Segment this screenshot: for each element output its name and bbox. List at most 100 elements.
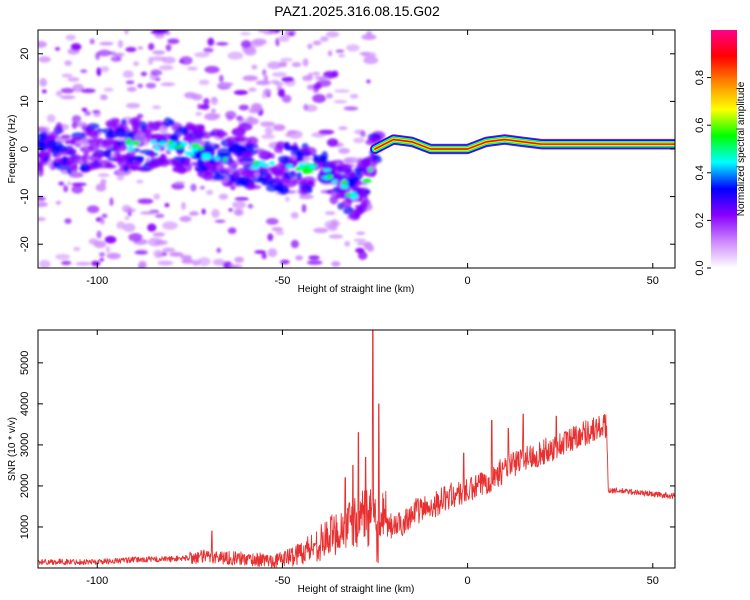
noise-blob: [73, 246, 81, 252]
band-blob: [258, 150, 272, 161]
noise-blob: [61, 260, 72, 266]
band-blob: [257, 177, 268, 183]
spectrogram-ridge: [370, 134, 675, 155]
noise-blob: [97, 49, 111, 57]
core-blob: [174, 145, 184, 149]
noise-blob: [280, 259, 290, 265]
band-blob: [357, 192, 369, 198]
noise-blob: [105, 246, 111, 254]
band-blob: [38, 126, 51, 133]
band-blob: [235, 181, 247, 186]
band-blob: [181, 162, 193, 173]
band-blob: [39, 142, 47, 152]
noise-blob: [344, 241, 351, 247]
core-blob: [305, 169, 313, 174]
noise-blob: [151, 56, 167, 62]
band-blob: [114, 149, 121, 156]
ridge-layer: [374, 138, 675, 150]
noise-blob: [238, 104, 250, 111]
noise-blob: [363, 56, 379, 65]
band-blob: [79, 145, 95, 153]
noise-blob: [227, 51, 244, 60]
noise-blob: [188, 211, 199, 216]
noise-blob: [181, 202, 186, 210]
noise-blob: [195, 111, 203, 116]
noise-blob: [138, 260, 147, 268]
noise-blob: [38, 41, 48, 48]
noise-blob: [295, 255, 303, 261]
noise-blob: [152, 50, 166, 55]
band-blob: [115, 127, 126, 138]
noise-blob: [278, 34, 290, 43]
noise-blob: [169, 251, 184, 257]
snr-x-tick-label: -100: [86, 575, 108, 587]
noise-blob: [197, 257, 211, 267]
noise-blob: [165, 44, 172, 52]
noise-blob: [157, 260, 174, 266]
core-blob: [201, 152, 211, 158]
noise-blob: [267, 248, 278, 258]
noise-blob: [220, 82, 234, 86]
noise-blob: [284, 196, 290, 202]
noise-blob: [109, 197, 114, 207]
noise-blob: [356, 242, 368, 246]
noise-blob: [263, 88, 272, 95]
noise-blob: [38, 56, 51, 63]
band-blob: [203, 131, 212, 139]
noise-blob: [212, 258, 226, 266]
noise-blob: [125, 80, 135, 85]
noise-blob: [203, 47, 214, 53]
core-blob: [166, 145, 175, 151]
band-blob: [116, 140, 128, 146]
band-blob: [87, 162, 97, 171]
noise-blob: [211, 208, 220, 218]
band-blob: [115, 154, 131, 160]
band-blob: [362, 158, 378, 168]
spectrogram-blobs: [38, 30, 386, 268]
band-blob: [231, 144, 247, 155]
snr-panel: -100 -50 0 50 1000 2000 3000 4000 5000 Height o…: [7, 329, 676, 595]
noise-blob: [67, 181, 72, 186]
noise-blob: [162, 221, 178, 230]
colorbar-label: Normalized spectral amplitude: [736, 81, 747, 216]
noise-blob: [248, 107, 260, 114]
noise-blob: [65, 34, 76, 41]
noise-blob: [240, 32, 251, 36]
spectrogram-x-tick-label: 50: [647, 275, 659, 287]
spectrogram-y-tick-label: -20: [19, 236, 31, 252]
noise-blob: [125, 102, 141, 109]
core-blob: [154, 145, 160, 152]
band-blob: [343, 206, 355, 215]
noise-blob: [326, 93, 333, 99]
noise-blob: [360, 130, 366, 138]
band-blob: [327, 161, 337, 171]
snr-y-tick-label: 3000: [19, 433, 31, 457]
noise-blob: [128, 232, 143, 242]
core-blob: [340, 180, 349, 185]
colorbar-tick-label: 0.8: [694, 70, 706, 85]
noise-blob: [331, 70, 339, 78]
noise-blob: [67, 77, 80, 82]
noise-blob: [218, 193, 229, 200]
spectrogram-y-tick-label: -10: [19, 189, 31, 205]
band-blob: [299, 179, 315, 187]
band-blob: [60, 134, 71, 140]
noise-blob: [99, 257, 104, 262]
band-blob: [163, 117, 173, 127]
band-blob: [138, 121, 147, 131]
noise-blob: [164, 203, 170, 208]
band-blob: [319, 178, 334, 184]
noise-blob: [137, 198, 154, 205]
band-blob: [196, 171, 203, 177]
noise-blob: [99, 41, 114, 46]
noise-blob: [192, 259, 202, 265]
noise-blob: [238, 122, 253, 131]
core-blob: [331, 179, 338, 184]
noise-blob: [55, 253, 71, 260]
noise-blob: [251, 64, 258, 70]
band-blob: [226, 139, 234, 147]
band-blob: [276, 182, 284, 193]
noise-blob: [133, 61, 139, 67]
noise-blob: [101, 213, 108, 219]
spectrogram-x-label: Height of straight line (km): [298, 284, 415, 295]
